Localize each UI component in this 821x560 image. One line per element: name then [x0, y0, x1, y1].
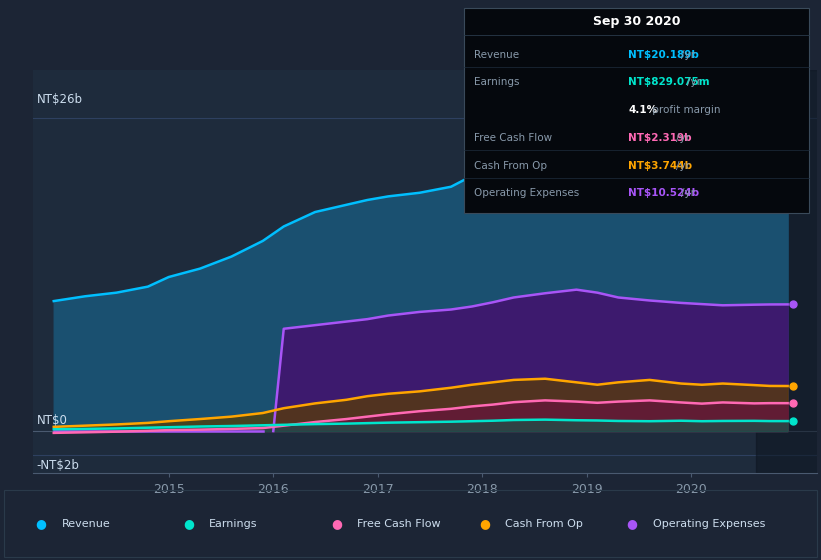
Text: NT$0: NT$0 [37, 414, 67, 427]
Text: ●: ● [479, 517, 490, 530]
Text: NT$26b: NT$26b [37, 93, 83, 106]
Text: Free Cash Flow: Free Cash Flow [357, 519, 441, 529]
Text: /yr: /yr [686, 77, 701, 87]
Text: Earnings: Earnings [209, 519, 258, 529]
Text: Operating Expenses: Operating Expenses [653, 519, 765, 529]
Text: /yr: /yr [677, 161, 690, 171]
Text: /yr: /yr [681, 188, 695, 198]
Text: ●: ● [183, 517, 195, 530]
Text: /yr: /yr [681, 50, 695, 60]
Text: Cash From Op: Cash From Op [474, 161, 547, 171]
Text: ●: ● [35, 517, 47, 530]
Text: NT$3.744b: NT$3.744b [628, 161, 692, 171]
Text: profit margin: profit margin [649, 105, 721, 115]
Text: Cash From Op: Cash From Op [505, 519, 583, 529]
Text: 4.1%: 4.1% [628, 105, 657, 115]
Text: NT$829.075m: NT$829.075m [628, 77, 709, 87]
Text: Sep 30 2020: Sep 30 2020 [593, 15, 680, 28]
Text: NT$10.524b: NT$10.524b [628, 188, 699, 198]
Text: -NT$2b: -NT$2b [37, 459, 80, 472]
Text: NT$2.319b: NT$2.319b [628, 133, 691, 143]
Text: ●: ● [331, 517, 342, 530]
Text: Revenue: Revenue [474, 50, 519, 60]
Text: Free Cash Flow: Free Cash Flow [474, 133, 552, 143]
Bar [756, 70, 821, 473]
Text: NT$20.189b: NT$20.189b [628, 50, 699, 60]
Text: Revenue: Revenue [62, 519, 110, 529]
Text: Earnings: Earnings [474, 77, 519, 87]
Text: /yr: /yr [677, 133, 690, 143]
Text: ●: ● [626, 517, 638, 530]
Text: Operating Expenses: Operating Expenses [474, 188, 579, 198]
